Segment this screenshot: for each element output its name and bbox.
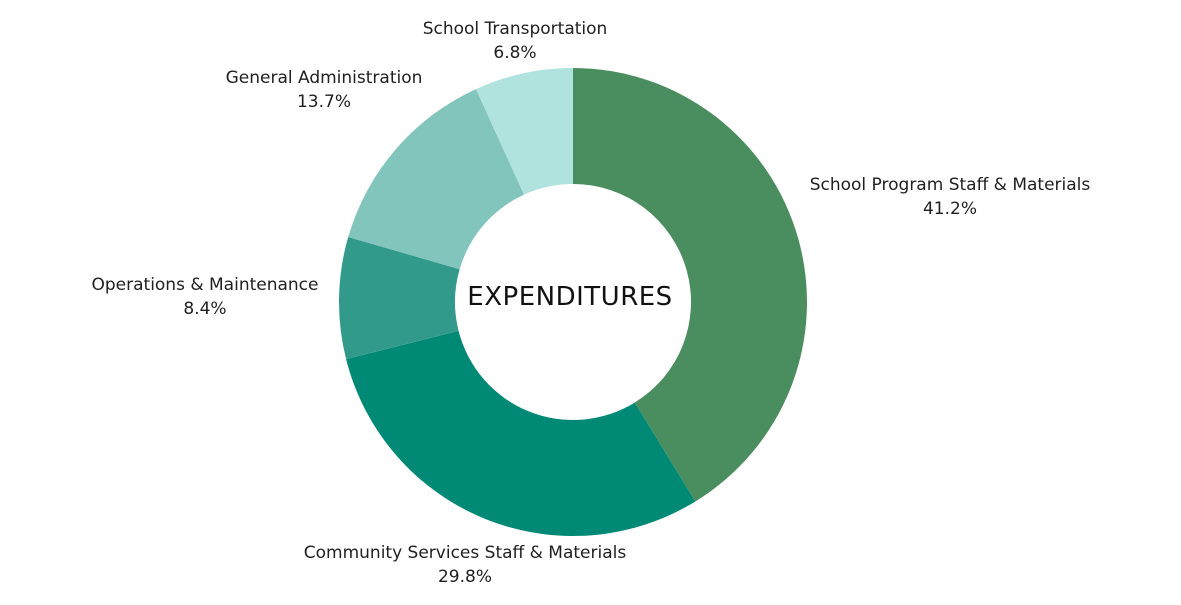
slice-label-percent: 29.8% — [437, 567, 492, 587]
donut-slice-school-program-staff-materials — [573, 68, 808, 502]
slice-label-name: School Program Staff & Materials — [809, 175, 1091, 195]
slice-label-school-transportation: School Transportation 6.8% — [385, 17, 645, 65]
donut-slice-community-services-staff-materials — [346, 330, 696, 537]
donut-slice-school-transportation — [475, 68, 573, 195]
slice-label-name: General Administration — [225, 68, 423, 88]
slice-label-general-administration: General Administration 13.7% — [194, 66, 454, 114]
slice-label-name: School Transportation — [422, 19, 608, 39]
slice-label-community-services: Community Services Staff & Materials 29.… — [265, 541, 665, 589]
slice-label-percent: 13.7% — [296, 92, 351, 112]
donut-slice-operations-maintenance — [339, 237, 460, 360]
slice-label-percent: 8.4% — [183, 299, 227, 319]
slice-label-operations: Operations & Maintenance 8.4% — [60, 273, 350, 321]
chart-title: EXPENDITURES — [467, 282, 673, 312]
slice-label-school-program: School Program Staff & Materials 41.2% — [780, 173, 1120, 221]
slice-label-percent: 6.8% — [493, 43, 537, 63]
slice-label-percent: 41.2% — [922, 199, 977, 219]
slice-label-name: Operations & Maintenance — [91, 275, 319, 295]
donut-slice-general-administration — [348, 89, 525, 270]
slice-label-name: Community Services Staff & Materials — [303, 543, 627, 563]
